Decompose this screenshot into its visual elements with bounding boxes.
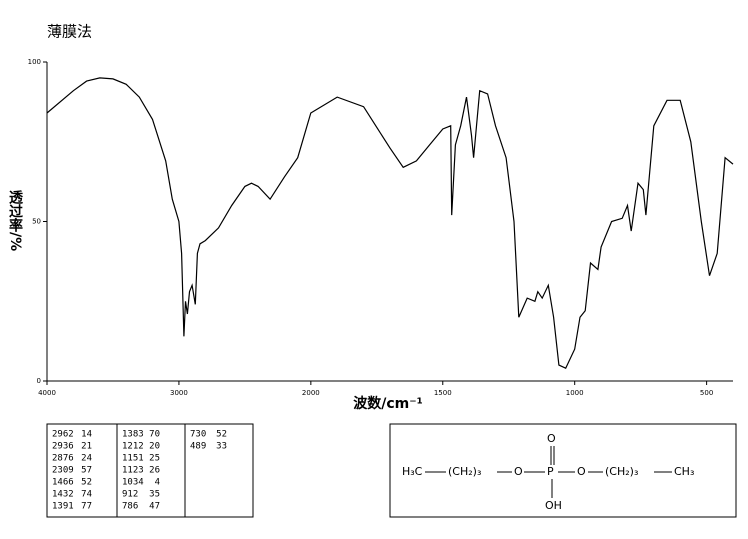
- peak-wavenumber: 2936: [52, 442, 74, 452]
- peak-transmittance: 35: [149, 490, 160, 500]
- y-tick-label: 100: [28, 58, 41, 66]
- x-tick-label: 500: [700, 389, 713, 397]
- peak-wavenumber: 1383: [122, 430, 144, 440]
- x-tick-label: 2000: [302, 389, 320, 397]
- y-tick-label: 0: [37, 377, 41, 385]
- x-tick-label: 1000: [566, 389, 584, 397]
- peak-transmittance: 52: [81, 478, 92, 488]
- peak-transmittance: 14: [81, 430, 92, 440]
- peak-transmittance: 25: [149, 454, 160, 464]
- peak-wavenumber: 1432: [52, 490, 74, 500]
- peak-table-frame: [46, 423, 254, 518]
- peak-wavenumber: 912: [122, 490, 138, 500]
- atom: O: [547, 432, 556, 445]
- spectrum-line: [46, 77, 734, 369]
- peak-transmittance: 70: [149, 430, 160, 440]
- atom: P: [547, 465, 554, 478]
- peak-wavenumber: 489: [190, 442, 206, 452]
- peak-transmittance: 47: [149, 502, 160, 512]
- peak-wavenumber: 2962: [52, 430, 74, 440]
- group: (CH₂)₃: [605, 465, 638, 478]
- peak-transmittance: 24: [81, 454, 92, 464]
- x-tick-label: 1500: [434, 389, 452, 397]
- peak-transmittance: 21: [81, 442, 92, 452]
- peak-transmittance: 74: [81, 490, 92, 500]
- peak-wavenumber: 2876: [52, 454, 74, 464]
- chart-title: 薄膜法: [47, 23, 92, 41]
- x-axis-label: 波数/cm⁻¹: [353, 395, 423, 412]
- peak-transmittance: 33: [216, 442, 227, 452]
- peak-wavenumber: 1151: [122, 454, 144, 464]
- peak-wavenumber: 730: [190, 430, 206, 440]
- peak-wavenumber: 1212: [122, 442, 144, 452]
- peak-wavenumber: 2309: [52, 466, 74, 476]
- peak-transmittance: 77: [81, 502, 92, 512]
- structure: H₃C (CH₂)₃ O P O OH O (CH₂)₃ CH₃: [402, 432, 694, 512]
- group: (CH₂)₃: [448, 465, 481, 478]
- atom: O: [577, 465, 586, 478]
- peak-transmittance: 26: [149, 466, 160, 476]
- atom: CH₃: [674, 465, 694, 478]
- peak-transmittance: 4: [155, 478, 160, 488]
- structure-frame: [389, 423, 737, 518]
- peak-transmittance: 57: [81, 466, 92, 476]
- atom: OH: [545, 499, 562, 512]
- peak-transmittance: 20: [149, 442, 160, 452]
- peak-wavenumber: 786: [122, 502, 138, 512]
- peak-wavenumber: 1034: [122, 478, 144, 488]
- x-tick-label: 3000: [170, 389, 188, 397]
- y-tick-label: 50: [32, 218, 41, 226]
- peak-wavenumber: 1391: [52, 502, 74, 512]
- y-axis-label: 透过率/%: [7, 190, 23, 251]
- x-tick-label: 4000: [38, 389, 56, 397]
- atom: H₃C: [402, 465, 423, 478]
- peak-wavenumber: 1466: [52, 478, 74, 488]
- peak-wavenumber: 1123: [122, 466, 144, 476]
- atom: O: [514, 465, 523, 478]
- peak-transmittance: 52: [216, 430, 227, 440]
